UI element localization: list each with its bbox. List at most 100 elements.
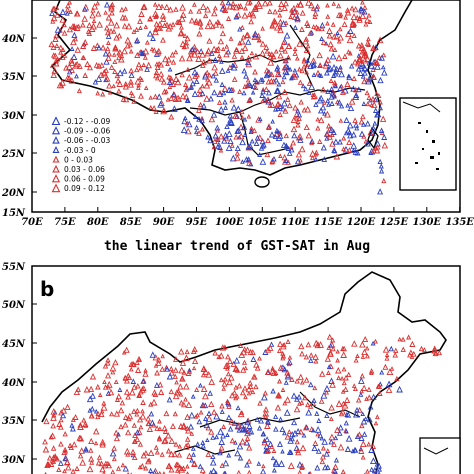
station-triangle xyxy=(326,345,332,350)
station-triangle xyxy=(210,453,216,460)
station-triangle xyxy=(283,157,289,163)
station-triangle xyxy=(182,33,188,39)
station-triangle xyxy=(157,100,165,108)
station-triangle xyxy=(308,357,314,363)
station-triangle xyxy=(381,177,387,184)
station-triangle xyxy=(116,48,124,56)
station-triangle xyxy=(264,70,272,77)
station-triangle xyxy=(89,11,96,19)
station-triangle xyxy=(103,67,109,73)
station-triangle xyxy=(352,6,359,13)
station-triangle xyxy=(354,433,361,440)
station-triangle xyxy=(171,450,178,457)
station-triangle xyxy=(289,9,296,16)
station-triangle xyxy=(369,102,374,108)
station-triangle xyxy=(355,66,362,72)
station-triangle xyxy=(110,369,116,375)
station-triangle xyxy=(196,107,202,113)
station-triangle xyxy=(140,451,147,459)
station-triangle xyxy=(42,445,50,453)
station-triangle xyxy=(316,51,323,59)
station-triangle xyxy=(148,410,155,417)
station-triangle xyxy=(332,148,337,154)
station-triangle xyxy=(201,392,209,400)
station-triangle xyxy=(119,6,125,13)
station-triangle xyxy=(178,391,184,397)
lon-tick-label: 110E xyxy=(281,217,310,228)
station-triangle xyxy=(367,71,374,78)
station-triangle xyxy=(243,72,249,79)
station-triangle xyxy=(178,14,186,22)
station-triangle xyxy=(379,369,385,375)
station-triangle xyxy=(370,147,377,154)
station-triangle xyxy=(207,390,213,396)
station-triangle xyxy=(122,81,129,87)
station-triangle xyxy=(196,8,202,14)
station-triangle xyxy=(127,78,134,85)
station-triangle xyxy=(299,67,305,74)
station-triangle xyxy=(254,134,261,141)
station-triangle xyxy=(61,29,68,36)
station-triangle xyxy=(98,411,105,418)
station-triangle xyxy=(310,57,317,64)
station-triangle xyxy=(350,142,358,149)
station-triangle xyxy=(229,3,236,10)
station-triangle xyxy=(104,29,111,36)
station-triangle xyxy=(198,409,204,415)
station-triangle xyxy=(372,120,378,126)
station-triangle xyxy=(112,44,119,50)
station-triangle xyxy=(126,412,134,420)
station-triangle xyxy=(296,461,304,468)
station-triangle xyxy=(190,393,196,399)
station-triangle xyxy=(50,407,58,415)
station-triangle xyxy=(188,17,196,24)
station-triangle xyxy=(148,467,154,473)
station-triangle xyxy=(91,2,99,10)
station-triangle xyxy=(167,84,173,89)
station-triangle xyxy=(274,70,282,78)
station-triangle xyxy=(248,18,255,25)
station-triangle xyxy=(68,59,76,67)
station-triangle xyxy=(144,39,150,45)
station-triangle xyxy=(359,440,367,448)
station-triangle xyxy=(252,84,259,91)
station-triangle xyxy=(346,147,353,154)
station-triangle xyxy=(351,32,357,39)
station-triangle xyxy=(252,68,258,75)
station-triangle xyxy=(269,159,275,165)
station-triangle xyxy=(181,369,187,375)
station-triangle xyxy=(216,45,221,51)
station-triangle xyxy=(296,66,302,72)
station-triangle xyxy=(50,458,57,464)
station-triangle xyxy=(208,400,215,408)
station-triangle xyxy=(312,10,319,17)
station-triangle xyxy=(320,86,327,93)
station-triangle xyxy=(111,52,117,57)
station-triangle xyxy=(327,350,334,357)
station-triangle xyxy=(190,348,197,355)
station-triangle xyxy=(310,93,317,100)
legend-triangle-icon xyxy=(52,136,60,144)
station-triangle xyxy=(71,441,78,448)
station-triangle xyxy=(333,33,340,40)
station-triangle xyxy=(95,62,102,69)
station-triangle xyxy=(245,58,252,66)
station-triangle xyxy=(190,445,196,451)
station-triangle xyxy=(123,447,131,455)
station-triangle xyxy=(192,114,198,119)
station-triangle xyxy=(300,83,306,89)
station-triangle xyxy=(225,414,232,421)
station-triangle xyxy=(96,20,103,28)
station-triangle xyxy=(216,53,222,58)
station-triangle xyxy=(332,93,337,99)
station-triangle xyxy=(88,447,94,453)
station-triangle xyxy=(296,111,303,118)
station-triangle xyxy=(366,59,373,66)
station-triangle xyxy=(370,101,378,108)
map-b-lat-ticks: 55N 50N 45N 40N 35N 30N xyxy=(2,262,37,466)
station-triangle xyxy=(138,65,144,71)
station-triangle xyxy=(295,2,300,8)
lon-tick-label: 120E xyxy=(347,217,376,228)
station-triangle xyxy=(335,399,343,407)
station-triangle xyxy=(223,104,229,110)
